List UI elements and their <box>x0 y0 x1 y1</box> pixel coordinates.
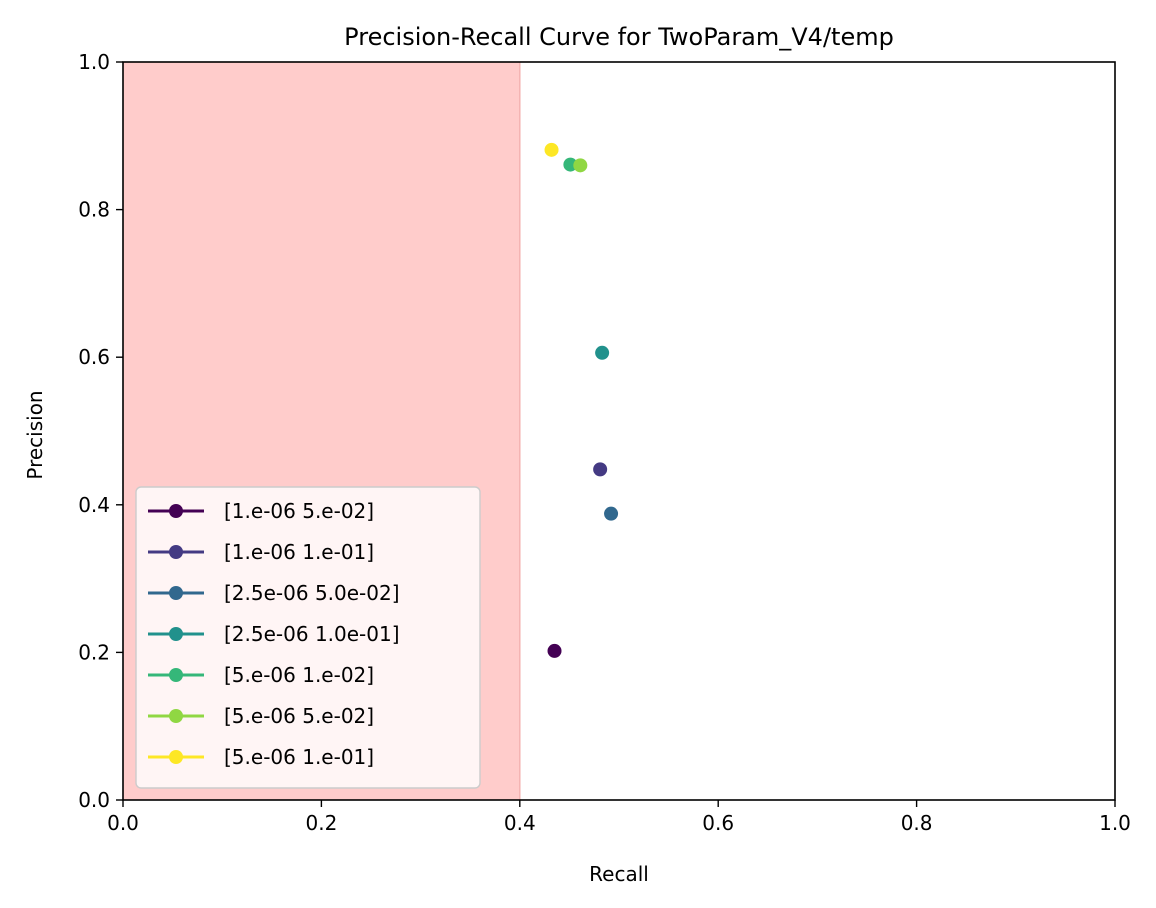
data-points-layer <box>544 142 619 658</box>
y-tick-label: 0.2 <box>78 640 110 664</box>
y-axis-label: Precision <box>23 390 47 479</box>
data-point-series-6 <box>544 142 559 157</box>
data-point-series-5 <box>573 158 588 173</box>
legend: [1.e-06 5.e-02] [1.e-06 1.e-01] [2.5e-06 5… <box>135 486 481 789</box>
legend-label-3: [2.5e-06 1.0e-01] <box>224 622 400 646</box>
x-axis-label: Recall <box>589 862 649 886</box>
data-point-series-0 <box>547 643 562 658</box>
axes-layer: 0.0 0.2 0.4 0.6 0.8 1.0 0.0 0.2 0.4 0.6 0.8 1.0 <box>78 50 1131 835</box>
plot-frame <box>122 61 1116 801</box>
data-point-series-1 <box>593 462 608 477</box>
y-tick-label: 0.6 <box>78 345 110 369</box>
legend-marker-2 <box>169 586 183 600</box>
legend-marker-5 <box>169 709 183 723</box>
y-tick-label: 0.0 <box>78 788 110 812</box>
legend-label-0: [1.e-06 5.e-02] <box>224 499 374 523</box>
legend-label-6: [5.e-06 1.e-01] <box>224 745 374 769</box>
y-tick-label: 1.0 <box>78 50 110 74</box>
chart-title: Precision-Recall Curve for TwoParam_V4/t… <box>344 23 894 51</box>
x-tick-label: 1.0 <box>1099 811 1131 835</box>
y-tick-label: 0.4 <box>78 493 110 517</box>
y-tick-label: 0.8 <box>78 198 110 222</box>
x-tick-label: 0.4 <box>504 811 536 835</box>
legend-marker-0 <box>169 504 183 518</box>
legend-marker-4 <box>169 668 183 682</box>
x-tick-label: 0.0 <box>107 811 139 835</box>
legend-label-1: [1.e-06 1.e-01] <box>224 540 374 564</box>
legend-marker-6 <box>169 750 183 764</box>
legend-marker-1 <box>169 545 183 559</box>
x-tick-label: 0.2 <box>305 811 337 835</box>
x-tick-label: 0.6 <box>702 811 734 835</box>
legend-label-5: [5.e-06 5.e-02] <box>224 704 374 728</box>
data-point-series-3 <box>595 345 610 360</box>
data-point-series-2 <box>604 506 619 521</box>
legend-label-2: [2.5e-06 5.0e-02] <box>224 581 400 605</box>
legend-marker-3 <box>169 627 183 641</box>
x-tick-label: 0.8 <box>901 811 933 835</box>
legend-label-4: [5.e-06 1.e-02] <box>224 663 374 687</box>
legend-box <box>135 486 481 789</box>
